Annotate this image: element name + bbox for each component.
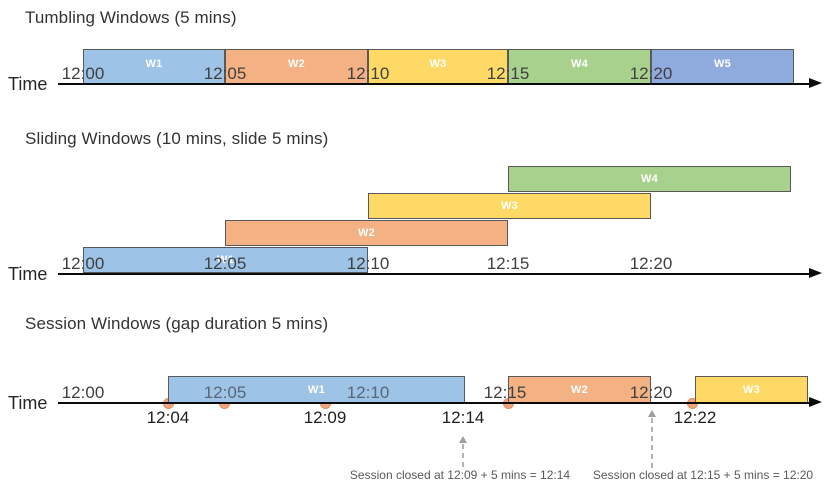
window-box: W5 xyxy=(651,49,794,84)
event-time-label: 12:22 xyxy=(673,408,717,427)
window-label: W3 xyxy=(429,57,447,70)
session-closed-annotation: Session closed at 12:15 + 5 mins = 12:20 xyxy=(592,468,814,482)
tick-label: 12:05 xyxy=(203,254,247,273)
tick-label: 12:00 xyxy=(61,254,105,273)
tick-label: 12:10 xyxy=(346,254,390,273)
window-box: W3 xyxy=(695,376,808,403)
event-time-label: 12:09 xyxy=(303,408,347,427)
window-box: W4 xyxy=(508,166,791,192)
time-axis-line xyxy=(58,83,810,85)
time-axis-label: Time xyxy=(8,74,48,94)
tick-label: 12:05 xyxy=(203,64,247,83)
sliding-section-title: Sliding Windows (10 mins, slide 5 mins) xyxy=(25,129,329,148)
tick-label: 12:00 xyxy=(61,383,105,402)
window-label: W1 xyxy=(307,383,326,396)
time-axis-arrowhead-icon xyxy=(809,268,822,278)
window-label: W4 xyxy=(640,173,659,185)
window-box: W3 xyxy=(368,193,651,219)
callout-arrow-icon xyxy=(458,436,468,468)
window-label: W2 xyxy=(287,57,306,70)
event-time-label: 12:04 xyxy=(146,408,190,427)
time-axis-label: Time xyxy=(8,393,48,413)
window-label: W1 xyxy=(216,254,235,266)
window-box: W1 xyxy=(168,376,465,403)
window-label: W3 xyxy=(742,383,761,396)
tick-label: 12:20 xyxy=(629,383,673,402)
tick-label: 12:20 xyxy=(629,64,673,83)
tick-label: 12:00 xyxy=(61,64,105,83)
window-label: W5 xyxy=(713,57,732,70)
window-box: W2 xyxy=(225,220,508,246)
window-label: W1 xyxy=(145,57,163,70)
session-section-title: Session Windows (gap duration 5 mins) xyxy=(25,314,329,333)
window-label: W4 xyxy=(570,57,589,70)
window-box: W1 xyxy=(83,49,225,84)
tumbling-section-title: Tumbling Windows (5 mins) xyxy=(25,8,237,27)
tick-label: 12:10 xyxy=(346,383,390,402)
tick-label: 12:10 xyxy=(346,64,390,83)
window-label: W2 xyxy=(570,383,589,396)
tick-label: 12:15 xyxy=(483,383,527,402)
tick-label: 12:20 xyxy=(629,254,673,273)
time-axis-line xyxy=(58,402,810,404)
tick-label: 12:05 xyxy=(203,383,247,402)
callout-arrow-icon xyxy=(647,410,657,468)
window-label: W3 xyxy=(500,200,519,212)
session-closed-annotation: Session closed at 12:09 + 5 mins = 12:14 xyxy=(349,468,571,482)
time-axis-arrowhead-icon xyxy=(809,397,822,407)
window-box: W3 xyxy=(368,49,508,84)
event-time-label: 12:14 xyxy=(441,408,485,427)
tick-label: 12:15 xyxy=(486,254,530,273)
window-box: W1 xyxy=(83,247,368,273)
time-axis-line xyxy=(58,273,810,275)
tick-label: 12:15 xyxy=(486,64,530,83)
window-box: W2 xyxy=(225,49,368,84)
time-axis-arrowhead-icon xyxy=(809,78,822,88)
window-label: W2 xyxy=(357,227,376,239)
window-box: W4 xyxy=(508,49,651,84)
time-axis-label: Time xyxy=(8,264,48,284)
